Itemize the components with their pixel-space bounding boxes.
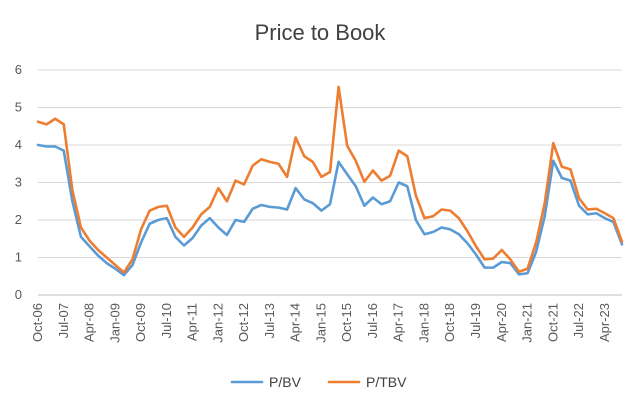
x-tick-label: Jan-09 xyxy=(107,303,122,343)
y-tick-label: 6 xyxy=(15,62,22,77)
x-tick-label: Oct-09 xyxy=(133,303,148,342)
x-tick-label: Jan-12 xyxy=(210,303,225,343)
x-tick-label: Apr-17 xyxy=(391,303,406,342)
y-tick-label: 3 xyxy=(15,175,22,190)
x-tick-label: Jul-16 xyxy=(365,303,380,338)
x-tick-label: Oct-12 xyxy=(236,303,251,342)
y-tick-label: 2 xyxy=(15,212,22,227)
x-tick-label: Jan-21 xyxy=(520,303,535,343)
x-axis-ticks: Oct-06 Jul-07 Apr-08 Jan-09 Oct-09 Jul-10 Apr-… xyxy=(30,303,612,343)
x-tick-label: Jul-07 xyxy=(56,303,71,338)
x-tick-label: Oct-18 xyxy=(442,303,457,342)
legend-label: P/BV xyxy=(269,374,302,390)
legend: P/BV P/TBV xyxy=(230,374,407,390)
x-tick-label: Oct-15 xyxy=(339,303,354,342)
x-tick-label: Jan-15 xyxy=(313,303,328,343)
series-line-p-tbv xyxy=(36,85,624,274)
x-tick-label: Jul-10 xyxy=(159,303,174,338)
legend-label: P/TBV xyxy=(366,374,407,390)
series-line-p-bv xyxy=(36,143,624,277)
x-tick-label: Apr-14 xyxy=(288,303,303,342)
x-tick-label: Jan-18 xyxy=(416,303,431,343)
x-tick-label: Oct-06 xyxy=(30,303,45,342)
y-tick-label: 0 xyxy=(15,287,22,302)
y-tick-label: 4 xyxy=(15,137,22,152)
x-tick-label: Apr-08 xyxy=(82,303,97,342)
gridlines xyxy=(38,69,622,296)
x-tick-label: Jul-19 xyxy=(468,303,483,338)
y-axis-ticks: 0 1 2 3 4 5 6 xyxy=(15,62,22,302)
x-tick-label: Jul-13 xyxy=(262,303,277,338)
x-tick-label: Apr-20 xyxy=(494,303,509,342)
x-tick-label: Jul-22 xyxy=(571,303,586,338)
series-lines xyxy=(36,85,624,277)
y-tick-label: 5 xyxy=(15,100,22,115)
y-tick-label: 1 xyxy=(15,250,22,265)
x-tick-label: Apr-11 xyxy=(185,303,200,341)
chart-title: Price to Book xyxy=(255,20,387,45)
x-tick-label: Apr-23 xyxy=(597,303,612,342)
x-tick-label: Oct-21 xyxy=(545,303,560,342)
